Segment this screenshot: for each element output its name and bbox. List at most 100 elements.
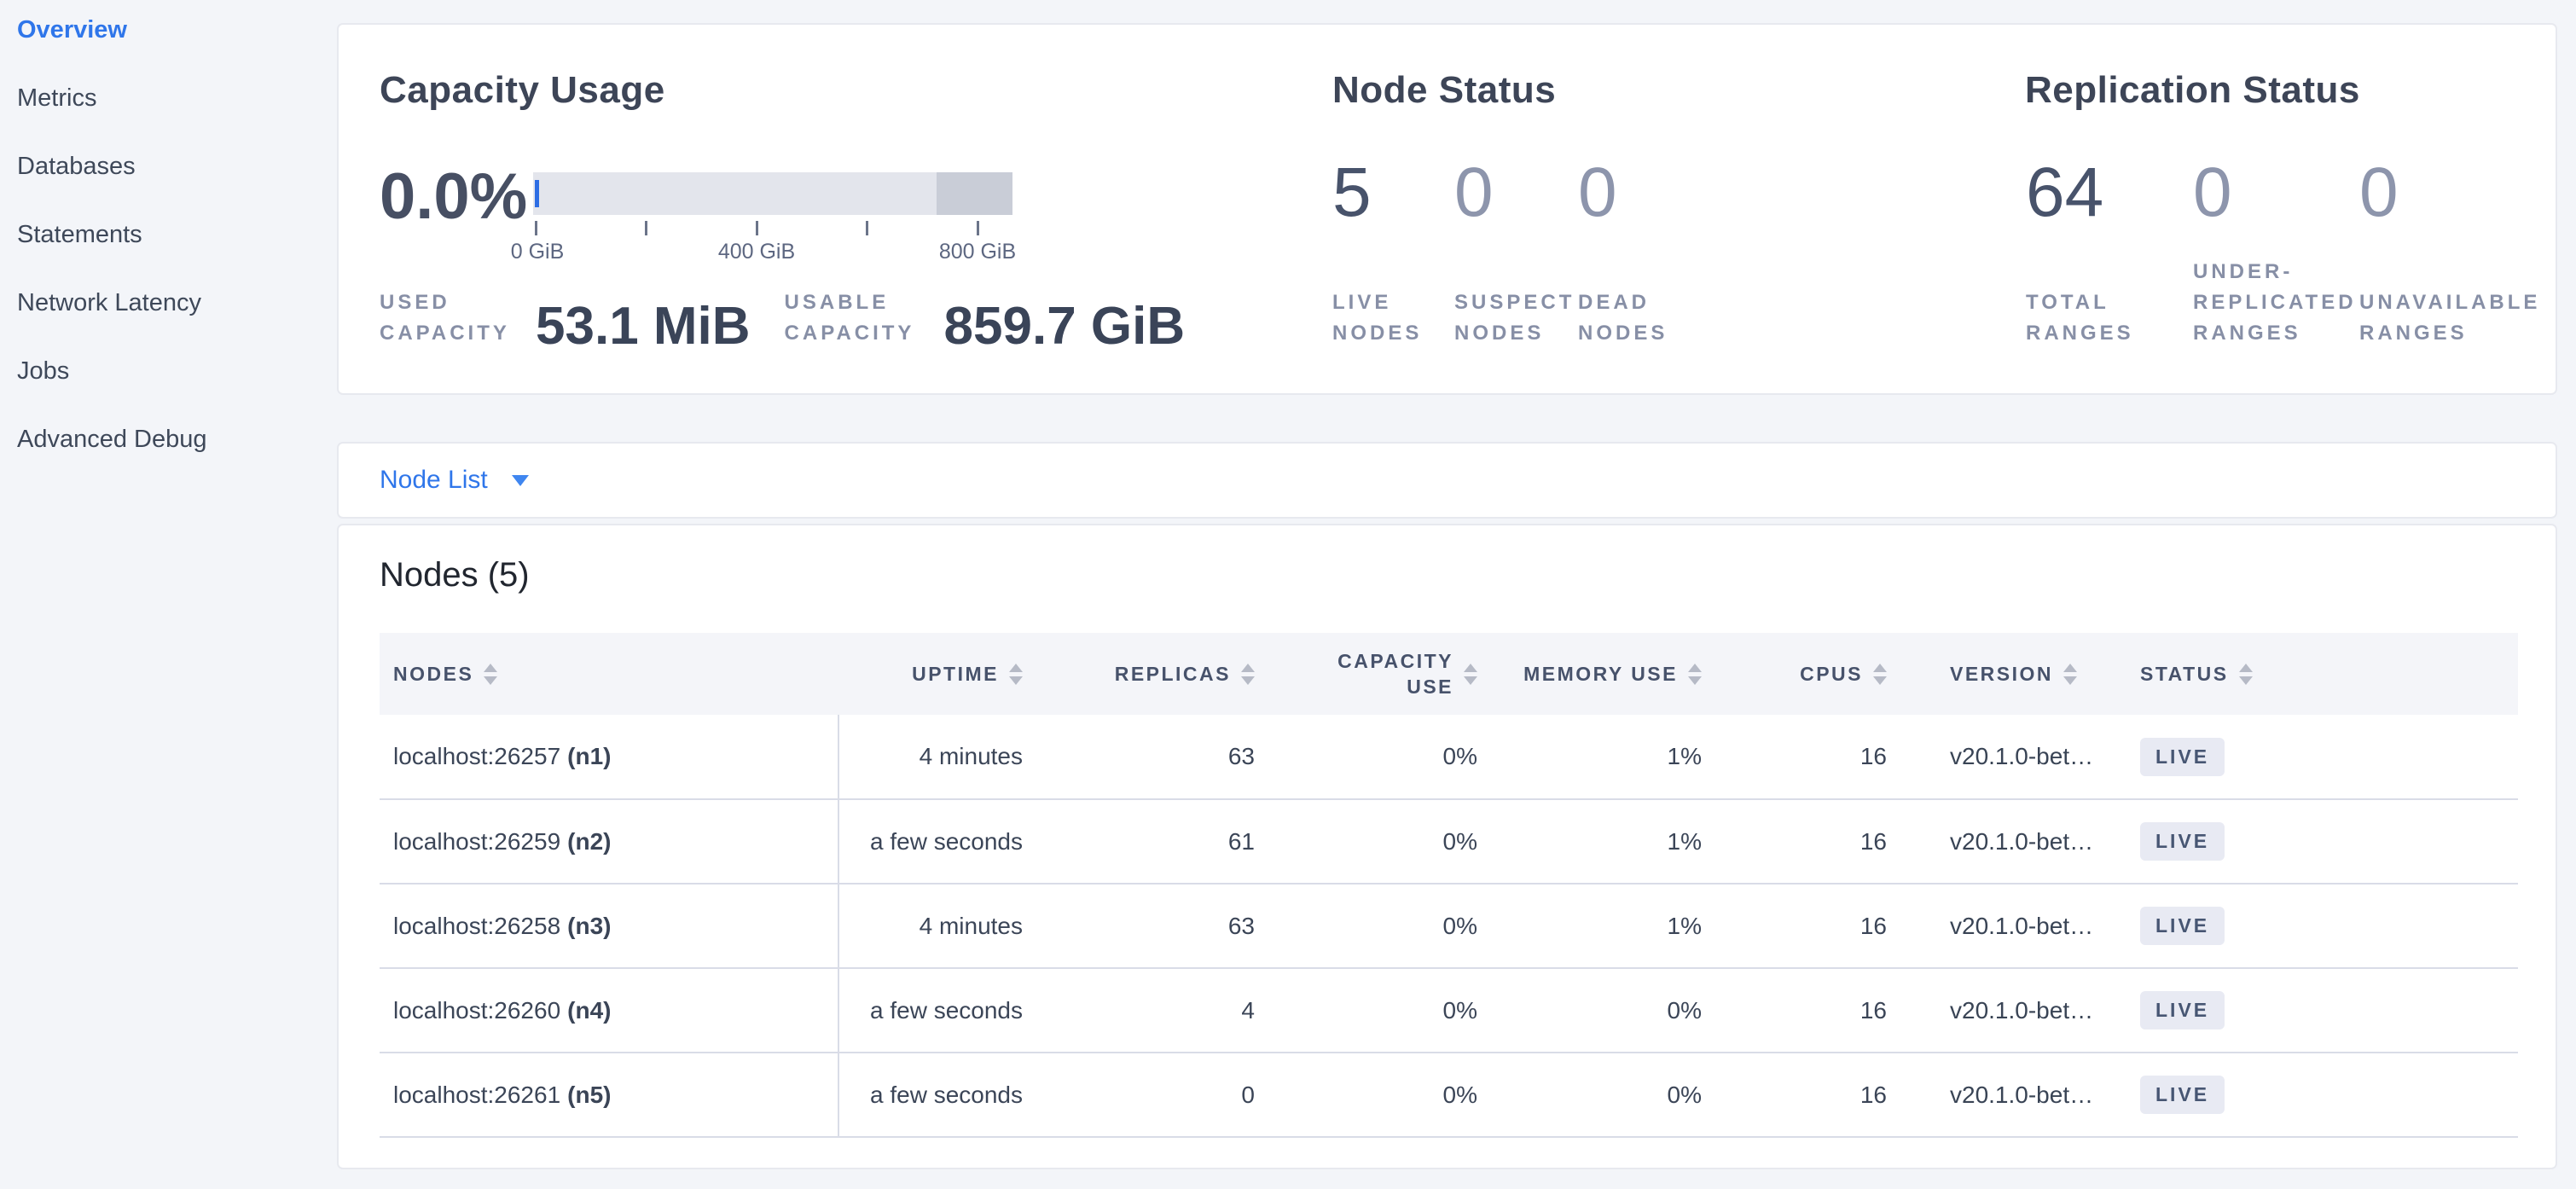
sidebar-item-advanced-debug[interactable]: Advanced Debug [17,426,207,453]
gauge-tick [756,221,758,235]
sort-icon[interactable] [1464,663,1477,685]
sidebar-item-overview[interactable]: Overview [17,16,127,44]
uptime-cell: a few seconds [838,1053,1047,1138]
table-header-row: NODES UPTIME REPLICAS CAPACITY USE MEMOR… [380,633,2518,715]
usable-capacity-label: USABLE CAPACITY [784,291,915,345]
replicas-cell: 0 [1047,1053,1279,1138]
live-nodes-value: 5 [1332,154,1372,231]
capacity-use-cell: 0% [1279,799,1501,884]
column-header-uptime[interactable]: UPTIME [838,633,1047,715]
unavailable-ranges-value: 0 [2359,154,2399,231]
column-label: UPTIME [912,663,999,685]
gauge-tick-label: 800 GiB [938,240,1017,264]
column-header-nodes[interactable]: NODES [380,633,838,715]
sidebar-item-jobs[interactable]: Jobs [17,357,70,385]
sort-icon[interactable] [484,663,498,685]
memory-use-cell: 1% [1501,799,1726,884]
table-row[interactable]: localhost:26259 (n2) a few seconds 61 0% … [380,799,2518,884]
sort-icon[interactable] [1241,663,1255,685]
column-label: VERSION [1950,663,2054,685]
sidebar-item-databases[interactable]: Databases [17,153,136,180]
sort-icon[interactable] [1873,663,1887,685]
node-status-title: Node Status [1332,69,1557,111]
node-address-cell[interactable]: localhost:26260 (n4) [380,968,839,1053]
cpus-cell: 16 [1726,968,1911,1053]
status-badge: LIVE [2140,1076,2225,1114]
chevron-down-icon [511,474,529,486]
dead-nodes-label: DEAD NODES [1578,291,1668,345]
capacity-gauge-used-marker [535,180,539,207]
memory-use-cell: 1% [1501,715,1726,800]
column-label: CAPACITY USE [1337,650,1453,698]
gauge-tick-label: 0 GiB [510,240,565,264]
uptime-cell: 4 minutes [838,884,1047,969]
sort-icon[interactable] [2063,663,2078,685]
cpus-cell: 16 [1726,715,1911,800]
sidebar-item-metrics[interactable]: Metrics [17,84,97,112]
gauge-tick [977,221,979,235]
cluster-summary-card: Capacity Usage 0.0% 0 GiB 400 GiB 800 Gi… [337,23,2557,395]
memory-use-cell: 0% [1501,968,1726,1053]
sort-icon[interactable] [1688,663,1702,685]
column-header-capacity-use[interactable]: CAPACITY USE [1279,633,1501,715]
memory-use-cell: 0% [1501,1053,1726,1138]
column-header-version[interactable]: VERSION [1911,633,2116,715]
node-list-dropdown[interactable]: Node List [339,444,2556,517]
sidebar-item-network-latency[interactable]: Network Latency [17,289,201,316]
under-replicated-ranges-value: 0 [2193,154,2232,231]
used-capacity-label: USED CAPACITY [380,291,510,345]
version-cell: v20.1.0-bet… [1911,1053,2116,1138]
node-address-cell[interactable]: localhost:26257 (n1) [380,715,839,800]
node-address-cell[interactable]: localhost:26258 (n3) [380,884,839,969]
view-selector-card: Node List [337,442,2557,519]
replicas-cell: 61 [1047,799,1279,884]
dead-nodes-stat: 0 DEAD NODES [1578,154,1697,349]
status-badge: LIVE [2140,907,2225,945]
capacity-used-percent: 0.0% [380,160,528,233]
sort-icon[interactable] [1009,663,1023,685]
replicas-cell: 4 [1047,968,1279,1053]
used-capacity-value: 53.1 MiB [536,297,751,357]
node-address-cell[interactable]: localhost:26261 (n5) [380,1053,839,1138]
version-cell: v20.1.0-bet… [1911,715,2116,800]
replicas-cell: 63 [1047,884,1279,969]
version-cell: v20.1.0-bet… [1911,968,2116,1053]
version-cell: v20.1.0-bet… [1911,799,2116,884]
table-row[interactable]: localhost:26260 (n4) a few seconds 4 0% 0… [380,968,2518,1053]
nodes-table-title: Nodes (5) [380,556,530,594]
total-ranges-label: TOTAL RANGES [2026,291,2134,345]
cpus-cell: 16 [1726,799,1911,884]
under-replicated-ranges-label: UNDER-REPLICATED RANGES [2193,260,2357,345]
column-label: CPUS [1800,663,1863,685]
node-address-cell[interactable]: localhost:26259 (n2) [380,799,839,884]
status-cell: LIVE [2116,799,2518,884]
replicas-cell: 63 [1047,715,1279,800]
capacity-use-cell: 0% [1279,715,1501,800]
column-label: MEMORY USE [1523,663,1678,685]
live-nodes-label: LIVE NODES [1332,291,1423,345]
suspect-nodes-label: SUSPECT NODES [1454,291,1575,345]
column-header-status[interactable]: STATUS [2116,633,2518,715]
column-header-memory-use[interactable]: MEMORY USE [1501,633,1726,715]
under-replicated-ranges-stat: 0 UNDER-REPLICATED RANGES [2193,154,2364,349]
capacity-usage-title: Capacity Usage [380,69,665,111]
table-row[interactable]: localhost:26261 (n5) a few seconds 0 0% 0… [380,1053,2518,1138]
uptime-cell: a few seconds [838,799,1047,884]
sidebar-item-statements[interactable]: Statements [17,221,142,248]
total-ranges-stat: 64 TOTAL RANGES [2026,158,2169,349]
replication-status-title: Replication Status [2025,69,2360,111]
table-row[interactable]: localhost:26258 (n3) 4 minutes 63 0% 1% 1… [380,884,2518,969]
gauge-tick [645,221,647,235]
table-row[interactable]: localhost:26257 (n1) 4 minutes 63 0% 1% 1… [380,715,2518,800]
column-label: NODES [393,663,474,685]
dead-nodes-value: 0 [1578,154,1617,231]
status-cell: LIVE [2116,884,2518,969]
sort-icon[interactable] [2238,663,2253,685]
nodes-table-card: Nodes (5) NODES UPTIME REPLICAS [337,524,2557,1169]
column-header-cpus[interactable]: CPUS [1726,633,1911,715]
capacity-gauge [533,172,1012,215]
live-nodes-stat: 5 LIVE NODES [1332,154,1454,349]
column-header-replicas[interactable]: REPLICAS [1047,633,1279,715]
capacity-use-cell: 0% [1279,884,1501,969]
column-label: REPLICAS [1114,663,1231,685]
